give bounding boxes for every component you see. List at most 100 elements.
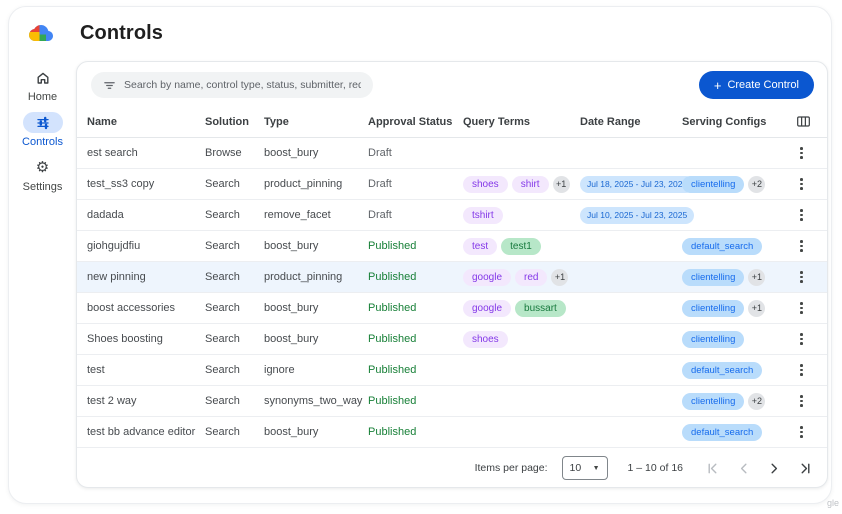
query-term-chip: google	[463, 268, 512, 286]
serving-config-chip: default_search	[682, 361, 763, 379]
row-menu-button[interactable]	[796, 362, 807, 378]
overflow-count-chip: +1	[552, 175, 570, 193]
cell-type: product_pinning	[264, 178, 343, 190]
overflow-count-chip: +1	[748, 299, 766, 317]
overflow-count-chip: +1	[748, 268, 766, 286]
cell-solution: Search	[205, 333, 240, 345]
row-menu-button[interactable]	[796, 393, 807, 409]
row-menu-button[interactable]	[796, 269, 807, 285]
serving-config-chip: clientelling	[682, 392, 745, 410]
filter-icon	[103, 79, 116, 92]
table-header: Name Solution Type Approval Status Query…	[77, 106, 827, 138]
items-per-page-label: Items per page:	[474, 462, 548, 474]
cell-date-range: Jul 18, 2025 - Jul 23, 2025	[580, 175, 695, 193]
cell-serving-configs: clientelling +2	[682, 175, 792, 193]
query-term-chip: tshirt	[463, 206, 503, 224]
overflow-count-chip: +2	[748, 392, 766, 410]
first-page-button[interactable]	[705, 461, 720, 476]
cell-approval-status: Published	[368, 426, 417, 438]
last-page-button[interactable]	[798, 461, 813, 476]
cell-approval-status: Published	[368, 240, 417, 252]
query-term-chip: bussart	[515, 299, 566, 317]
sidebar-item-home[interactable]: Home	[23, 67, 63, 103]
sidebar-item-settings[interactable]: ⚙ Settings	[23, 157, 63, 193]
column-header-solution[interactable]: Solution	[205, 115, 249, 128]
serving-config-chip: clientelling	[682, 175, 745, 193]
cell-type: boost_bury	[264, 240, 319, 252]
row-menu-button[interactable]	[796, 176, 807, 192]
cell-date-range: Jul 10, 2025 - Jul 23, 2025	[580, 206, 695, 224]
previous-page-button[interactable]	[736, 461, 751, 476]
controls-card: + Create Control Name Solution Type Appr…	[76, 61, 828, 488]
query-term-chip: shoes	[463, 330, 508, 348]
column-header-name[interactable]: Name	[87, 115, 117, 128]
cell-query-terms: google bussart	[463, 299, 580, 317]
row-menu-button[interactable]	[796, 238, 807, 254]
sidebar-item-label: Controls	[22, 136, 63, 148]
table-row[interactable]: test Search ignore Published default_sea…	[77, 355, 827, 386]
sidebar: Home Controls ⚙ Settings	[9, 59, 76, 193]
cell-type: boost_bury	[264, 147, 319, 159]
serving-config-chip: default_search	[682, 237, 763, 255]
table-row[interactable]: test bb advance editor Search boost_bury…	[77, 417, 827, 448]
cell-name: Shoes boosting	[87, 333, 163, 345]
cell-query-terms: shoes	[463, 330, 580, 348]
cell-approval-status: Published	[368, 302, 417, 314]
table-row[interactable]: test_ss3 copy Search product_pinning Dra…	[77, 169, 827, 200]
query-term-chip: shoes	[463, 175, 508, 193]
table-body: est search Browse boost_bury Draft test_…	[77, 138, 827, 448]
sidebar-item-label: Home	[27, 91, 58, 103]
row-menu-button[interactable]	[796, 331, 807, 347]
table-row[interactable]: dadada Search remove_facet Draft tshirt …	[77, 200, 827, 231]
cell-serving-configs: clientelling	[682, 330, 792, 348]
table-row[interactable]: giohgujdfiu Search boost_bury Published …	[77, 231, 827, 262]
sidebar-item-label: Settings	[22, 181, 63, 193]
items-per-page-select[interactable]: 10 ▼	[561, 456, 608, 480]
cell-solution: Search	[205, 271, 240, 283]
chevron-down-icon: ▼	[592, 464, 600, 472]
column-header-approval-status[interactable]: Approval Status	[368, 115, 453, 128]
query-term-chip: red	[515, 268, 548, 286]
table-row[interactable]: test 2 way Search synonyms_two_way Publi…	[77, 386, 827, 417]
gear-icon: ⚙	[35, 159, 50, 176]
overflow-count-chip: +2	[748, 175, 766, 193]
home-icon	[35, 70, 51, 86]
column-picker-button[interactable]	[792, 114, 817, 129]
create-control-label: Create Control	[727, 79, 799, 91]
cell-type: synonyms_two_way	[264, 395, 363, 407]
search-input[interactable]	[124, 79, 361, 91]
cell-type: ignore	[264, 364, 295, 376]
serving-config-chip: clientelling	[682, 268, 745, 286]
cell-solution: Search	[205, 364, 240, 376]
next-page-button[interactable]	[767, 461, 782, 476]
cell-serving-configs: clientelling +2	[682, 392, 792, 410]
cell-name: giohgujdfiu	[87, 240, 141, 252]
table-row[interactable]: boost accessories Search boost_bury Publ…	[77, 293, 827, 324]
table-row[interactable]: Shoes boosting Search boost_bury Publish…	[77, 324, 827, 355]
background-watermark: gle	[826, 498, 839, 508]
cell-solution: Search	[205, 426, 240, 438]
column-header-type[interactable]: Type	[264, 115, 289, 128]
app-window: Controls Home	[8, 6, 832, 504]
cell-name: test 2 way	[87, 395, 137, 407]
table-row[interactable]: new pinning Search product_pinning Publi…	[77, 262, 827, 293]
table-row[interactable]: est search Browse boost_bury Draft	[77, 138, 827, 169]
top-bar: Controls	[9, 7, 831, 59]
cell-solution: Search	[205, 395, 240, 407]
cell-name: dadada	[87, 209, 124, 221]
column-header-query-terms[interactable]: Query Terms	[463, 115, 531, 128]
row-menu-button[interactable]	[796, 424, 807, 440]
column-header-date-range[interactable]: Date Range	[580, 115, 641, 128]
cell-type: boost_bury	[264, 302, 319, 314]
create-control-button[interactable]: + Create Control	[698, 71, 814, 99]
pagination-range: 1 – 10 of 16	[627, 462, 683, 474]
row-menu-button[interactable]	[796, 300, 807, 316]
row-menu-button[interactable]	[796, 207, 807, 223]
items-per-page-value: 10	[569, 462, 582, 474]
cell-approval-status: Draft	[368, 178, 392, 190]
column-header-serving-configs[interactable]: Serving Configs	[682, 115, 767, 128]
search-bar[interactable]	[91, 72, 373, 98]
row-menu-button[interactable]	[796, 145, 807, 161]
sidebar-item-controls[interactable]: Controls	[22, 112, 63, 148]
cell-name: est search	[87, 147, 138, 159]
